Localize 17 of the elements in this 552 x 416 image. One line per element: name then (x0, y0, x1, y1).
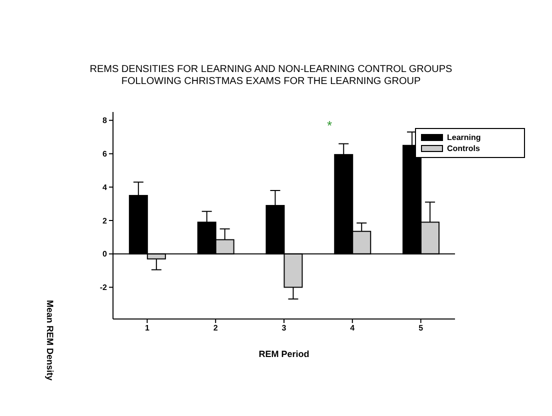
y-tick-label: 6 (102, 150, 108, 159)
legend-label: Controls (447, 144, 480, 153)
x-tick-label: 4 (350, 324, 356, 333)
y-tick-label: -2 (100, 283, 108, 292)
y-tick-label: 2 (102, 216, 108, 226)
y-tick-label: 4 (102, 182, 108, 192)
x-tick-label: 3 (282, 324, 287, 333)
x-tick-label: 1 (144, 324, 150, 333)
legend-label: Learning (447, 133, 481, 142)
y-axis-title: Mean REM Density (45, 300, 55, 381)
y-tick-label: 8 (102, 116, 108, 126)
y-tick-label: 0 (102, 250, 108, 259)
annotation: * (327, 118, 332, 133)
chart-title: REMS DENSITIES FOR LEARNING AND NON-LEARNING CONTROL GROUPS FOLLOWING CHRISTMAS EXAMS FOR THE LEARNING GROUP (88, 64, 454, 88)
x-axis-title: REM Period (258, 349, 310, 359)
x-tick-label: 5 (418, 324, 424, 333)
x-tick-label: 2 (213, 324, 218, 333)
